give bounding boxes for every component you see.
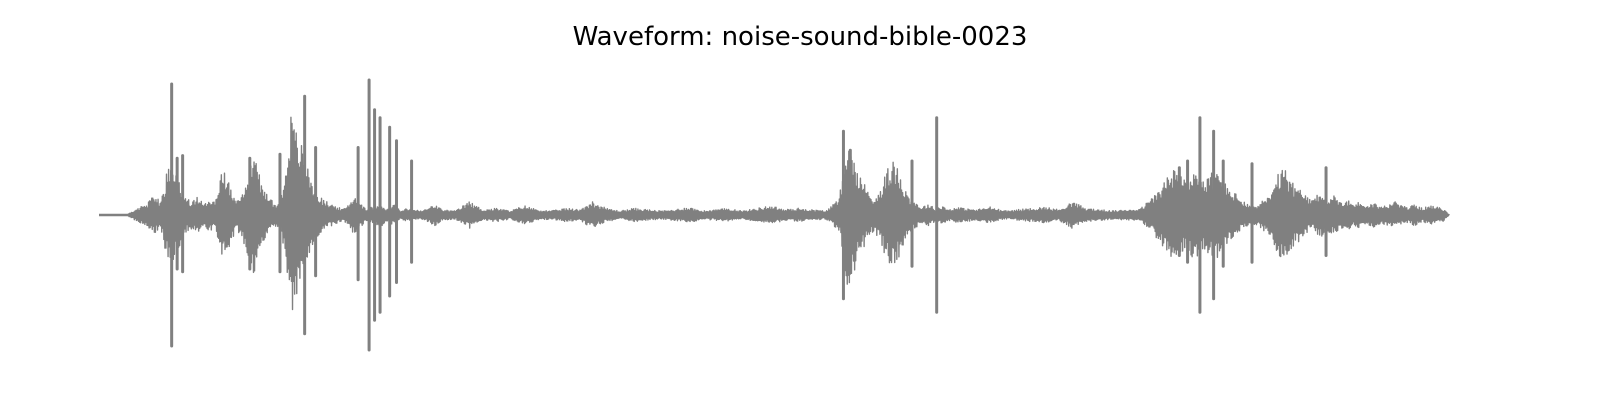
chart-title: Waveform: noise-sound-bible-0023 <box>572 22 1028 52</box>
waveform-series <box>126 116 1450 311</box>
